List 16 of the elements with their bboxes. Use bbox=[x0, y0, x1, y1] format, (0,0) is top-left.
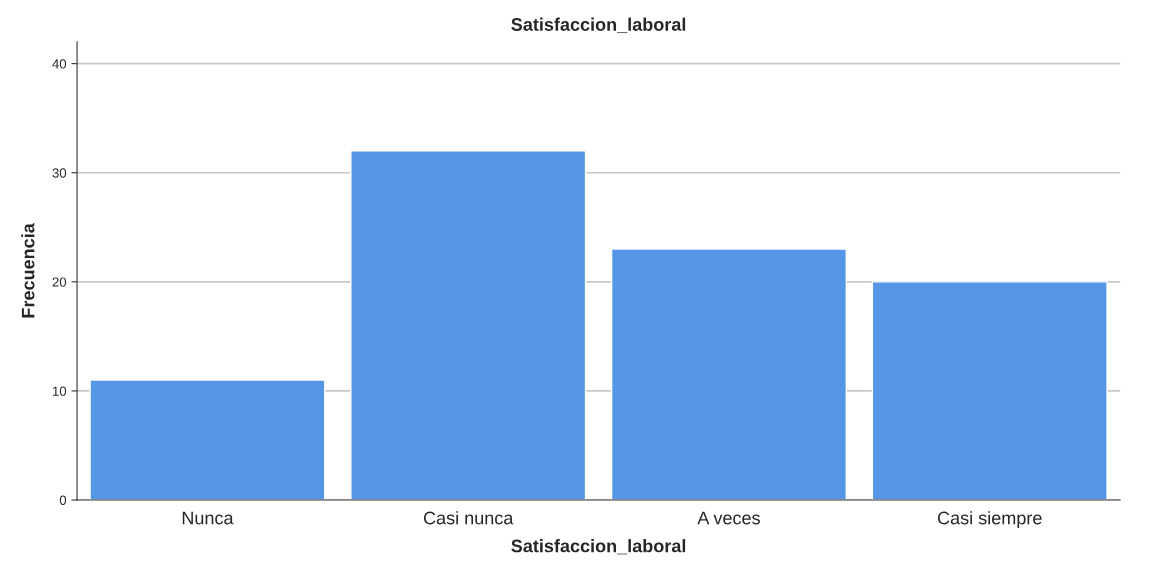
x-tick-label: Casi nunca bbox=[423, 511, 514, 525]
y-tick-label: 20 bbox=[52, 277, 67, 287]
x-tick-label: A veces bbox=[697, 511, 760, 525]
y-tick-label: 10 bbox=[52, 386, 67, 396]
y-tick-label: 0 bbox=[59, 495, 67, 505]
y-tick-label: 40 bbox=[52, 59, 67, 69]
chart-title: Satisfaccion_laboral bbox=[511, 17, 686, 33]
bar bbox=[871, 281, 1108, 501]
bar bbox=[610, 248, 847, 501]
x-tick-label: Casi siempre bbox=[937, 511, 1042, 528]
y-axis-title: Frecuencia bbox=[21, 223, 35, 318]
x-tick-label: Nunca bbox=[182, 511, 234, 525]
bar bbox=[89, 379, 326, 501]
x-axis-title: Satisfaccion_laboral bbox=[511, 539, 686, 555]
bar bbox=[350, 150, 587, 501]
y-tick-label: 30 bbox=[52, 168, 67, 178]
